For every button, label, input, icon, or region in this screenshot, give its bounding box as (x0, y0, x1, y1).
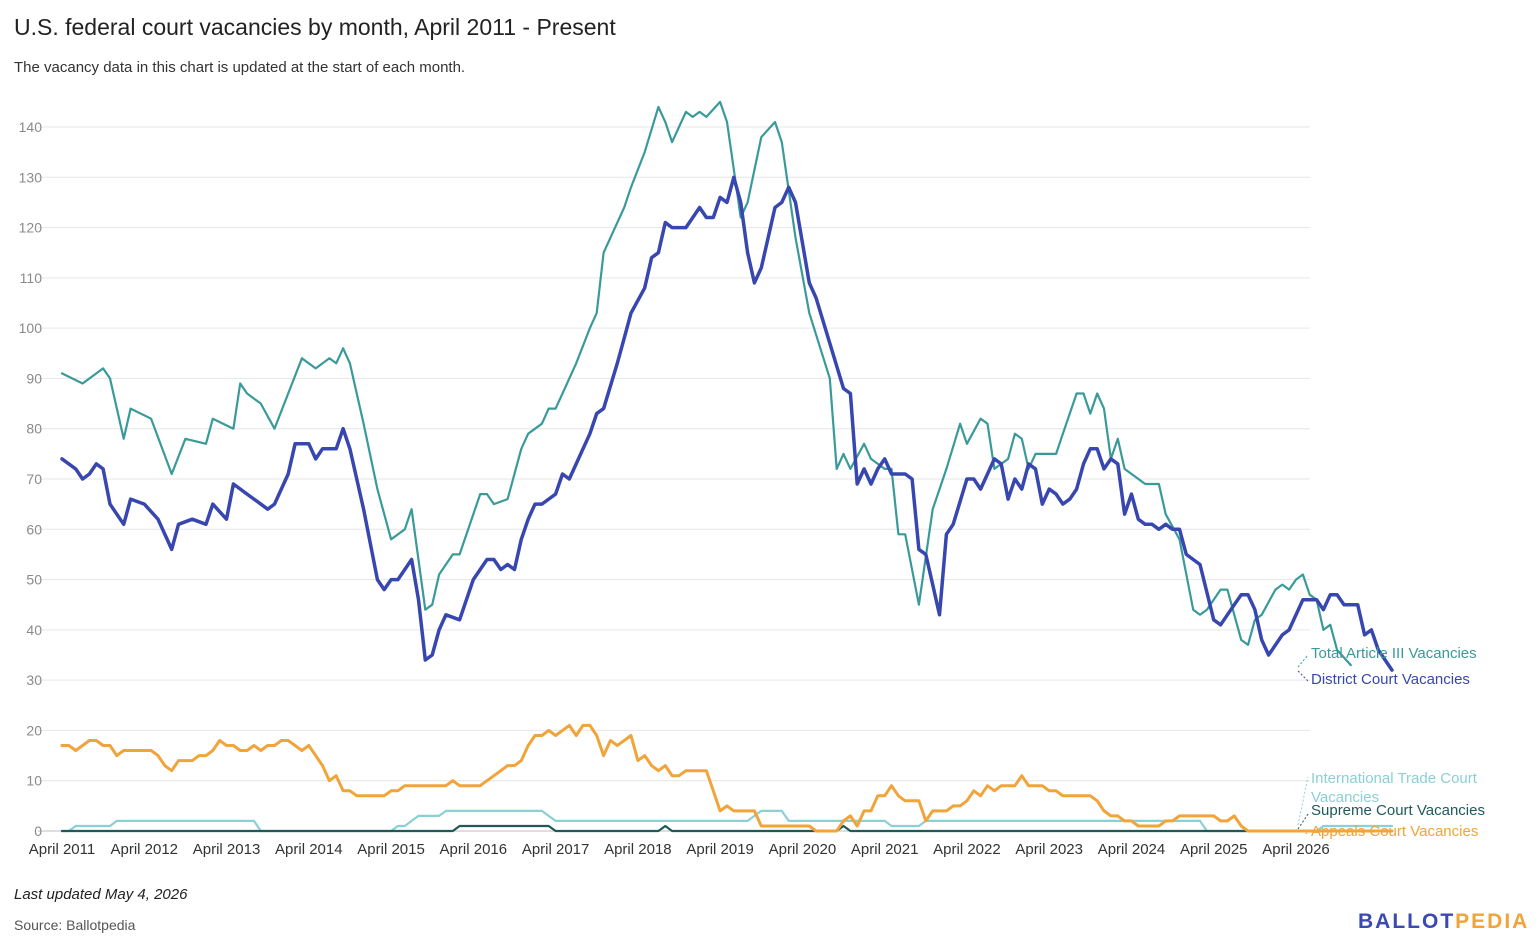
x-tick-label: April 2017 (522, 841, 590, 858)
y-tick-label: 60 (26, 521, 42, 537)
series-label-appeals-court-vacancies: Appeals Court Vacancies (1311, 823, 1478, 840)
y-tick-label: 120 (19, 220, 43, 236)
series-label-district-court-vacancies: District Court Vacancies (1311, 671, 1470, 688)
y-tick-label: 40 (26, 622, 42, 638)
label-leader-line (1297, 654, 1309, 668)
y-tick-label: 10 (26, 773, 42, 789)
series-label-international-trade-court-vacancies: International Trade Court Vacancies (1311, 770, 1478, 806)
source-note: Source: Ballotpedia (14, 917, 136, 933)
series-labels: Total Article III Vacancies District Cour… (1297, 645, 1485, 840)
y-tick-label: 80 (26, 421, 42, 437)
x-tick-label: April 2021 (851, 841, 919, 858)
x-tick-label: April 2018 (604, 841, 672, 858)
y-tick-label: 130 (19, 169, 43, 185)
x-tick-label: April 2025 (1180, 841, 1248, 858)
series-line-appeals-court-vacancies (60, 723, 1394, 833)
series-line-total-article-iii-vacancies (60, 100, 1352, 667)
x-tick-label: April 2022 (933, 841, 1001, 858)
series-line-international-trade-court-vacancies (60, 809, 1394, 833)
chart-title: U.S. federal court vacancies by month, A… (14, 14, 616, 40)
logo-part-ballot: BALLOT (1358, 910, 1456, 933)
y-tick-label: 50 (26, 572, 42, 588)
y-tick-label: 140 (19, 119, 43, 135)
x-axis-ticks: April 2011 April 2012 April 2013 April 2014… (29, 841, 1330, 858)
series-line-district-court-vacancies (60, 175, 1394, 672)
series-line-supreme-court-vacancies (60, 824, 1394, 833)
y-tick-label: 90 (26, 370, 42, 386)
x-tick-label: April 2016 (440, 841, 508, 858)
series-label-supreme-court-vacancies: Supreme Court Vacancies (1311, 802, 1485, 819)
y-tick-label: 100 (19, 320, 43, 336)
y-tick-label: 110 (20, 270, 43, 286)
chart-subtitle: The vacancy data in this chart is update… (14, 59, 466, 76)
ballotpedia-logo: BALLOTPEDIA (1358, 910, 1529, 934)
logo-part-pedia: PEDIA (1455, 910, 1530, 933)
x-tick-label: April 2024 (1098, 841, 1166, 858)
label-leader-line (1297, 670, 1309, 682)
series-lines (60, 100, 1394, 833)
x-tick-label: April 2019 (686, 841, 754, 858)
y-tick-label: 30 (26, 672, 42, 688)
label-leader-line (1297, 813, 1309, 830)
y-tick-label: 20 (26, 722, 42, 738)
last-updated: Last updated May 4, 2026 (14, 886, 188, 903)
label-leader-line (1297, 829, 1309, 835)
x-tick-label: April 2020 (769, 841, 837, 858)
x-tick-label: April 2023 (1015, 841, 1083, 858)
x-tick-label: April 2012 (110, 841, 178, 858)
label-leader-line (1297, 776, 1309, 826)
y-axis-ticks: 0 10 20 30 40 50 60 70 80 90 100 110 120 130 140 (19, 119, 43, 839)
x-tick-label: April 2013 (193, 841, 261, 858)
x-tick-label: April 2026 (1262, 841, 1330, 858)
y-tick-label: 0 (34, 823, 42, 839)
y-tick-label: 70 (26, 471, 42, 487)
x-tick-label: April 2014 (275, 841, 343, 858)
series-label-total-article-iii-vacancies: Total Article III Vacancies (1311, 645, 1477, 662)
x-tick-label: April 2015 (357, 841, 425, 858)
x-tick-label: April 2011 (29, 841, 95, 858)
